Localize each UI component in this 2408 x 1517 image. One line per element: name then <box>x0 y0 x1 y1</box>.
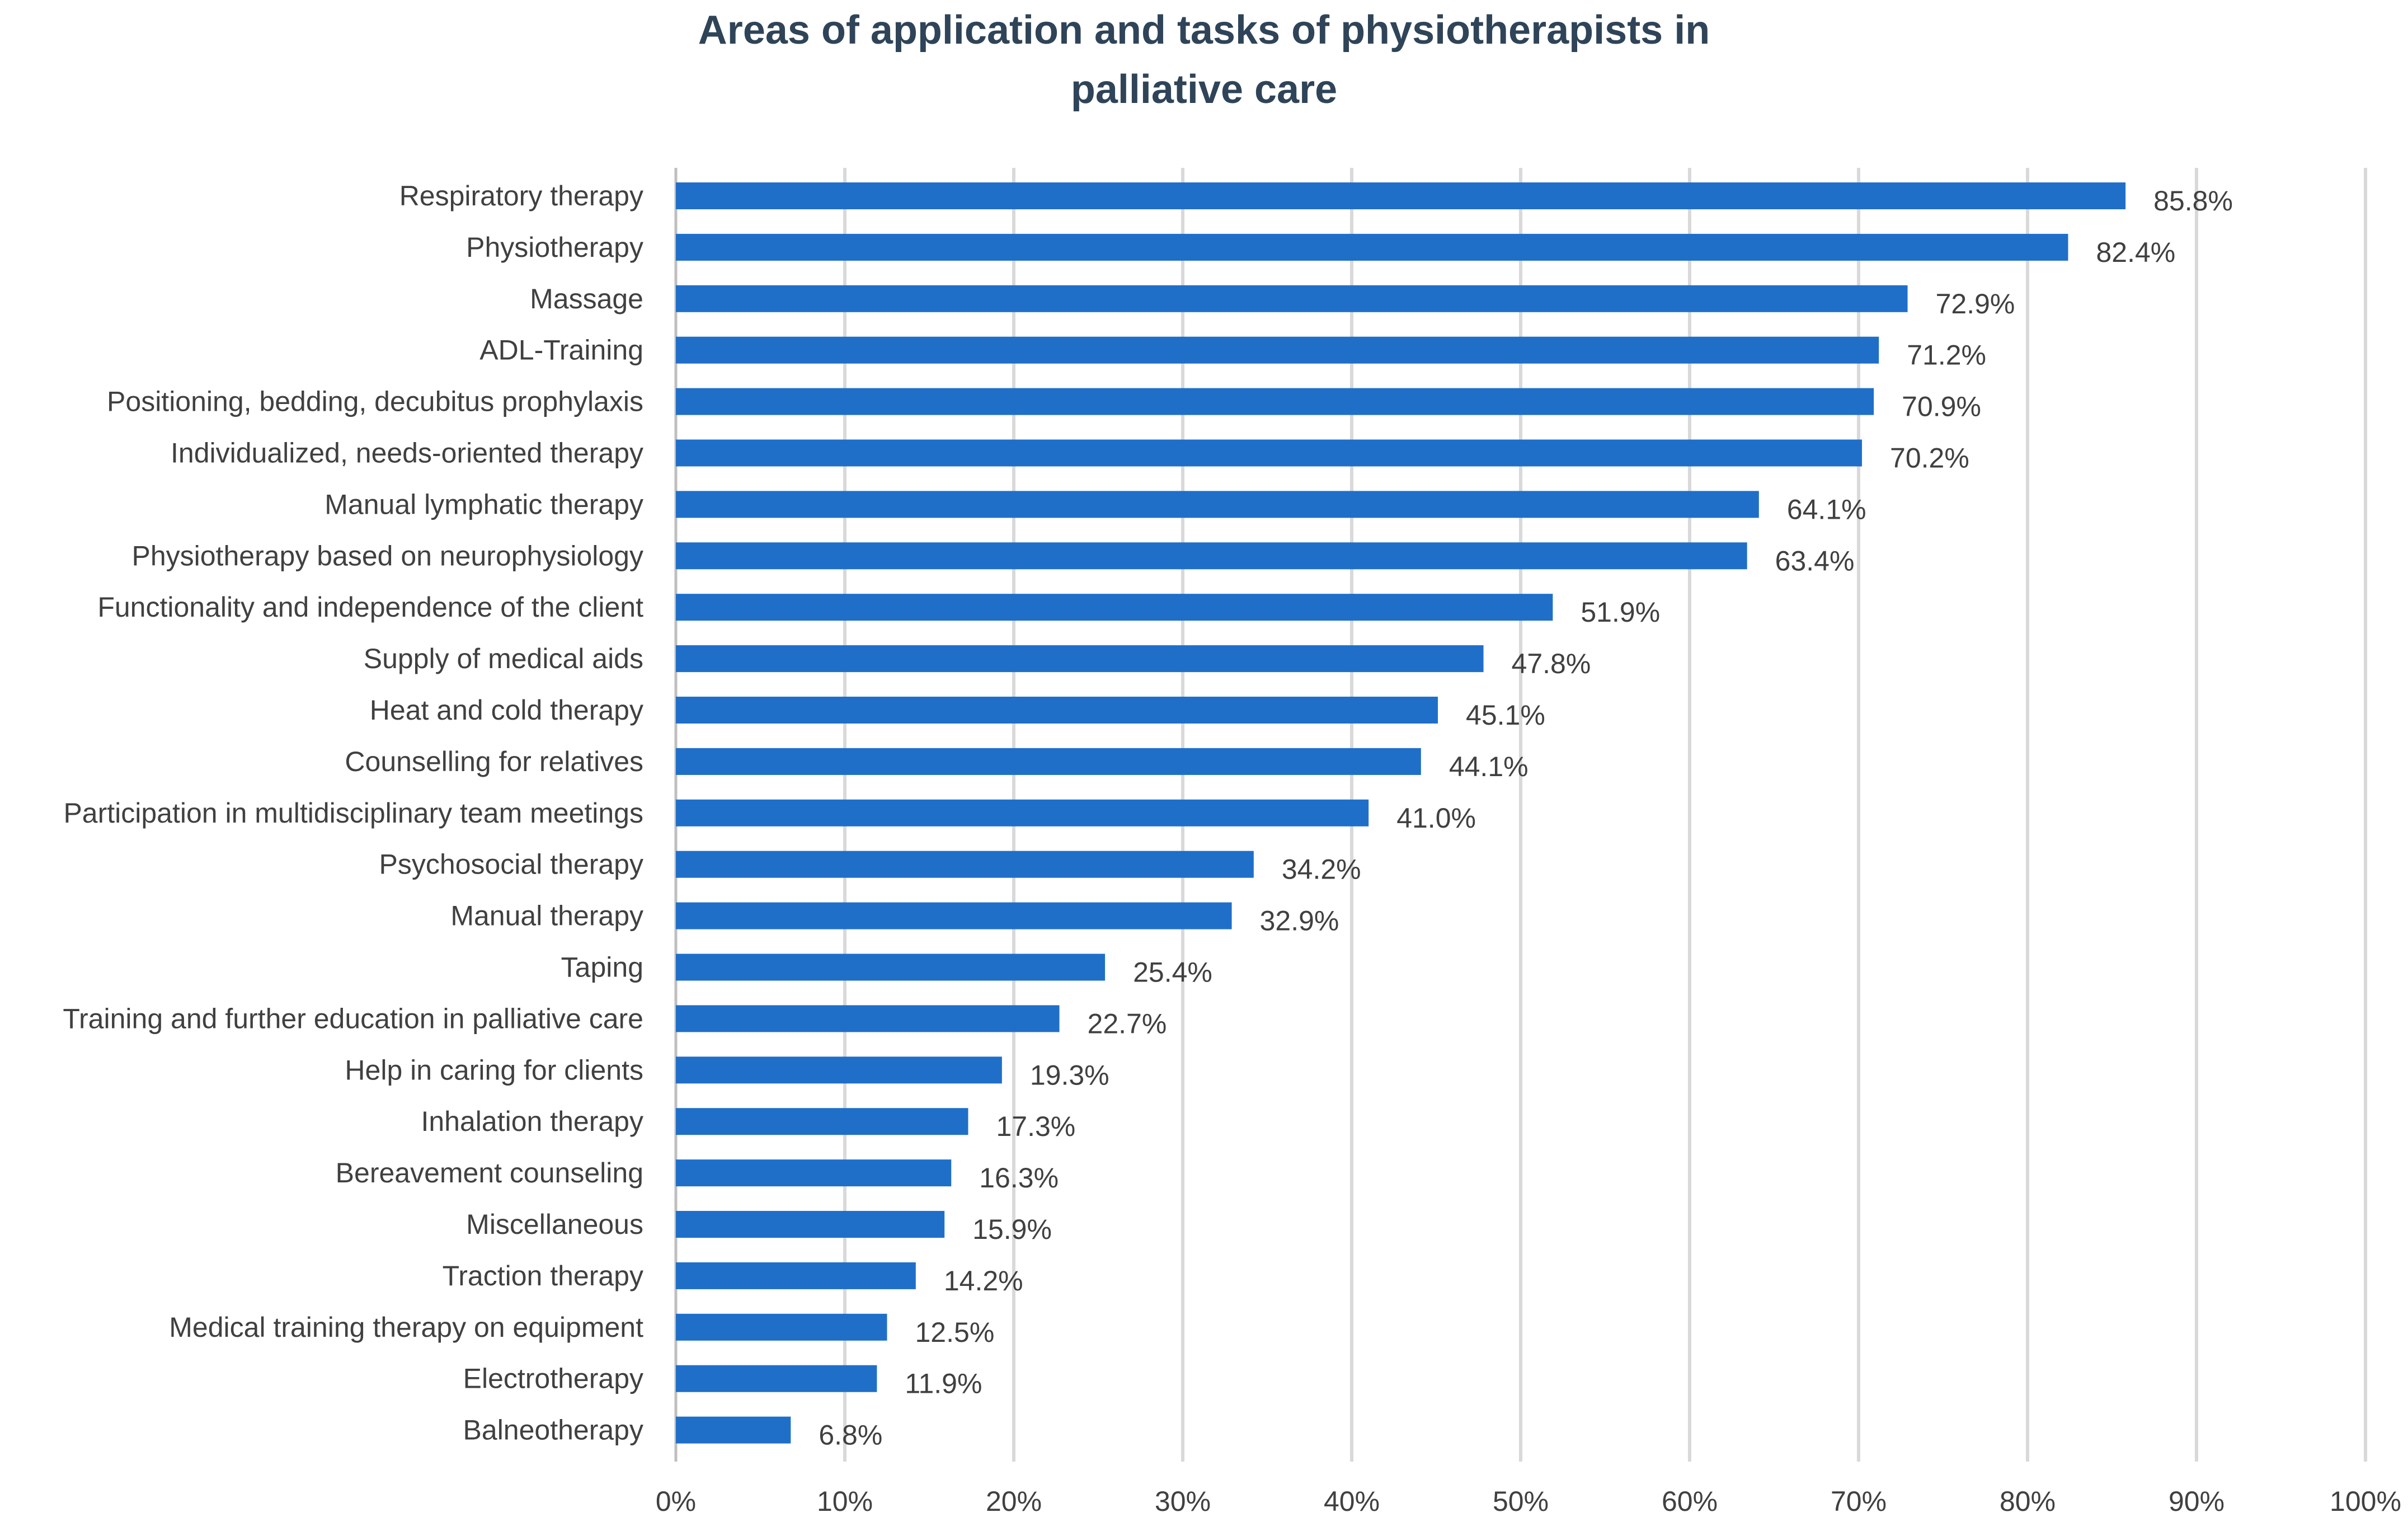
category-label: Miscellaneous <box>466 1209 643 1240</box>
data-label: 12.5% <box>915 1317 995 1348</box>
category-label: Inhalation therapy <box>421 1106 643 1137</box>
bar <box>676 1056 1002 1084</box>
x-tick-label: 0% <box>656 1486 696 1517</box>
chart-title-line-2: palliative care <box>1070 67 1338 112</box>
chart-title-line-1: Areas of application and tasks of physio… <box>698 8 1710 53</box>
category-label: Functionality and independence of the cl… <box>97 591 643 623</box>
x-tick-label: 40% <box>1324 1486 1380 1517</box>
category-label: Bereavement counseling <box>336 1157 643 1189</box>
bar <box>676 594 1553 621</box>
category-label: Positioning, bedding, decubitus prophyla… <box>107 386 643 417</box>
category-label: Physiotherapy based on neurophysiology <box>131 540 643 571</box>
data-label: 45.1% <box>1466 699 1545 731</box>
category-label: Respiratory therapy <box>399 180 643 212</box>
category-label: Participation in multidisciplinary team … <box>63 797 643 829</box>
data-label: 22.7% <box>1088 1008 1167 1039</box>
category-label: Supply of medical aids <box>364 643 643 674</box>
bar <box>676 182 2126 209</box>
category-label: Manual lymphatic therapy <box>324 489 643 520</box>
bar <box>676 439 1863 467</box>
data-label: 63.4% <box>1775 545 1855 576</box>
bar <box>676 799 1369 826</box>
category-label: Medical training therapy on equipment <box>169 1312 643 1343</box>
data-label: 25.4% <box>1133 957 1212 988</box>
bar <box>676 336 1879 364</box>
bar <box>676 1211 945 1238</box>
category-label: Psychosocial therapy <box>379 849 643 880</box>
bar <box>676 1416 791 1444</box>
bar <box>676 542 1747 570</box>
bar <box>676 902 1232 929</box>
data-label: 14.2% <box>944 1265 1023 1297</box>
data-label: 85.8% <box>2153 185 2233 217</box>
data-label: 70.2% <box>1890 443 1969 474</box>
category-label: Counselling for relatives <box>345 746 643 777</box>
bar <box>676 1005 1060 1032</box>
category-label: Individualized, needs-oriented therapy <box>171 438 643 469</box>
category-label: Training and further education in pallia… <box>63 1003 643 1034</box>
bar <box>676 1262 916 1289</box>
data-label: 64.1% <box>1787 494 1866 525</box>
bar <box>676 233 2068 261</box>
data-label: 32.9% <box>1260 905 1339 937</box>
category-label: Traction therapy <box>443 1260 643 1291</box>
data-label: 34.2% <box>1282 854 1361 885</box>
bar <box>676 285 1908 312</box>
data-label: 15.9% <box>972 1214 1052 1245</box>
bar <box>676 697 1438 724</box>
category-label: Balneotherapy <box>463 1415 643 1446</box>
x-tick-label: 30% <box>1155 1486 1211 1517</box>
data-label: 41.0% <box>1396 802 1476 834</box>
bar <box>676 1108 968 1135</box>
category-label: Taping <box>561 952 643 983</box>
bar <box>676 388 1874 415</box>
data-label: 6.8% <box>819 1420 882 1451</box>
data-label: 17.3% <box>996 1111 1075 1142</box>
category-label: Physiotherapy <box>466 232 643 263</box>
data-label: 44.1% <box>1449 751 1528 782</box>
bar <box>676 645 1484 673</box>
bar <box>676 954 1106 981</box>
data-label: 11.9% <box>905 1368 982 1399</box>
bar <box>676 491 1759 518</box>
bar <box>676 748 1421 775</box>
data-label: 72.9% <box>1936 288 2015 320</box>
bar <box>676 1313 887 1341</box>
category-label: Heat and cold therapy <box>370 694 643 726</box>
x-tick-label: 80% <box>2000 1486 2056 1517</box>
x-tick-label: 100% <box>2330 1486 2401 1517</box>
data-label: 47.8% <box>1512 648 1591 679</box>
bar <box>676 1365 877 1392</box>
category-label: Manual therapy <box>450 900 643 932</box>
x-tick-label: 60% <box>1662 1486 1718 1517</box>
x-tick-label: 10% <box>817 1486 873 1517</box>
bar <box>676 1159 952 1187</box>
x-tick-label: 20% <box>986 1486 1042 1517</box>
category-label: Massage <box>530 283 643 314</box>
x-tick-label: 70% <box>1831 1486 1887 1517</box>
category-label: Electrotherapy <box>463 1363 643 1394</box>
data-label: 19.3% <box>1030 1059 1109 1091</box>
category-label: ADL-Training <box>479 335 643 366</box>
x-tick-label: 90% <box>2169 1486 2224 1517</box>
bar <box>676 851 1254 878</box>
data-label: 82.4% <box>2096 237 2175 268</box>
data-label: 70.9% <box>1902 391 1981 422</box>
category-label: Help in caring for clients <box>345 1054 643 1086</box>
data-label: 16.3% <box>979 1162 1059 1194</box>
data-label: 71.2% <box>1907 340 1986 371</box>
x-tick-label: 50% <box>1493 1486 1549 1517</box>
data-label: 51.9% <box>1581 597 1660 628</box>
